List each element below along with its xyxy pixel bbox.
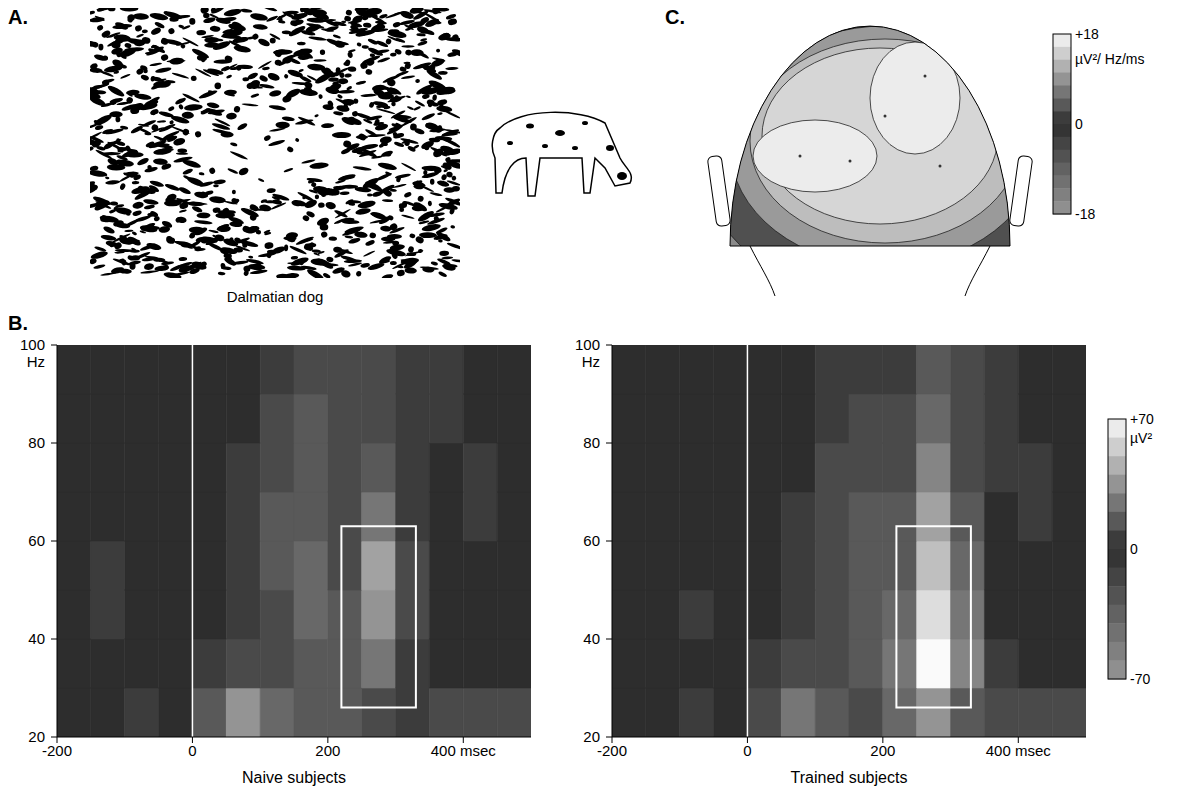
svg-text:0: 0: [188, 742, 196, 759]
svg-text:+18: +18: [1075, 26, 1099, 42]
html-text:Naive subjects: Naive subjects: [242, 769, 346, 786]
svg-text:80: 80: [583, 434, 600, 451]
svg-text:+70: +70: [1130, 411, 1154, 427]
svg-text:400 msec: 400 msec: [431, 742, 497, 759]
svg-text:40: 40: [28, 630, 45, 647]
svg-text:100: 100: [20, 336, 45, 353]
svg-text:100: 100: [575, 336, 600, 353]
svg-text:80: 80: [28, 434, 45, 451]
svg-text:20: 20: [28, 728, 45, 745]
svg-text:20: 20: [583, 728, 600, 745]
html-text:B.: B.: [8, 312, 28, 334]
svg-text:60: 60: [583, 532, 600, 549]
svg-text:-200: -200: [42, 742, 72, 759]
svg-text:Hz: Hz: [582, 353, 600, 370]
svg-text:-18: -18: [1075, 206, 1095, 222]
svg-text:0: 0: [1130, 541, 1138, 557]
html-text:Trained subjects: Trained subjects: [790, 769, 908, 786]
svg-text:Dalmatian dog: Dalmatian dog: [227, 288, 324, 305]
svg-text:400 msec: 400 msec: [986, 742, 1052, 759]
svg-text:µV²/ Hz/ms: µV²/ Hz/ms: [1075, 51, 1145, 67]
svg-text:-70: -70: [1130, 671, 1150, 687]
svg-text:0: 0: [1075, 116, 1083, 132]
svg-text:0: 0: [743, 742, 751, 759]
svg-text:µV²: µV²: [1130, 430, 1152, 446]
svg-text:Hz: Hz: [27, 353, 45, 370]
html-text:C.: C.: [665, 6, 685, 28]
svg-text:60: 60: [28, 532, 45, 549]
html-text:A.: A.: [8, 6, 28, 28]
svg-text:200: 200: [870, 742, 895, 759]
svg-text:-200: -200: [597, 742, 627, 759]
svg-text:40: 40: [583, 630, 600, 647]
svg-text:200: 200: [315, 742, 340, 759]
